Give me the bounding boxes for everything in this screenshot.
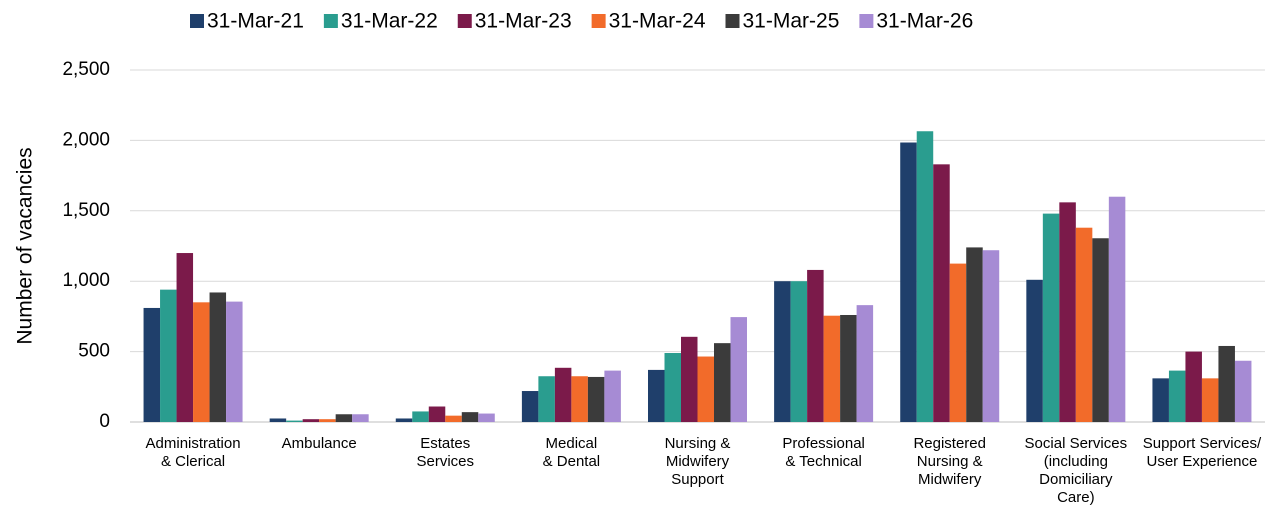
bar [1201, 378, 1219, 422]
bar [445, 415, 462, 422]
y-tick-label: 500 [78, 341, 110, 362]
bar [286, 420, 303, 422]
bar [1234, 360, 1252, 422]
bar [856, 305, 874, 422]
bar [1152, 378, 1169, 422]
bar [807, 269, 824, 422]
x-tick-label: Administration & Clerical [146, 435, 241, 470]
bar [648, 369, 665, 422]
legend-label: 31-Mar-22 [341, 10, 438, 33]
legend-swatch [190, 14, 204, 28]
bar [933, 164, 950, 422]
bar [714, 343, 731, 422]
bar [790, 281, 808, 422]
y-axis-label: Number of vacancies [14, 147, 37, 344]
legend-label: 31-Mar-26 [876, 10, 973, 33]
bar [302, 419, 320, 422]
x-tick-label: Professional & Technical [782, 435, 865, 470]
bar [1092, 238, 1109, 422]
bar [949, 263, 967, 422]
bar [335, 414, 353, 422]
bar [352, 414, 369, 422]
bar [1059, 202, 1076, 422]
bar [478, 413, 495, 422]
x-tick-label: Medical & Dental [543, 435, 601, 470]
bar [461, 412, 479, 422]
bar [1185, 351, 1202, 422]
bar [966, 247, 983, 422]
y-tick-label: 0 [99, 411, 110, 432]
bar [664, 353, 681, 422]
bar [697, 356, 714, 422]
bar [900, 142, 917, 422]
bar [269, 418, 287, 422]
bar [587, 376, 605, 422]
legend-label: 31-Mar-25 [743, 10, 840, 33]
bar [538, 376, 555, 422]
x-tick-label: Support Services/User Experience [1143, 435, 1262, 470]
bar [1218, 345, 1235, 422]
x-tick-label: Estates Services [417, 435, 475, 470]
x-tick-label: Registered Nursing & Midwifery [913, 435, 986, 488]
bar [604, 370, 621, 422]
bar [1042, 213, 1060, 422]
legend-label: 31-Mar-21 [207, 10, 304, 33]
bar [176, 253, 194, 422]
legend-swatch [859, 14, 874, 28]
bar [160, 289, 177, 422]
y-tick-label: 1,000 [62, 270, 110, 291]
bar [226, 301, 243, 422]
bar [521, 391, 539, 422]
bar [554, 367, 572, 422]
x-tick-label: Ambulance [282, 435, 357, 452]
legend-swatch [457, 14, 472, 28]
bar [143, 307, 161, 422]
legend-label: 31-Mar-24 [609, 10, 706, 33]
legend-swatch [591, 14, 606, 28]
bar [1026, 279, 1043, 422]
bar [209, 292, 227, 422]
bar [774, 281, 791, 422]
bar [823, 315, 841, 422]
legend-swatch [323, 14, 338, 28]
bar [319, 419, 336, 422]
legend-swatch [725, 14, 740, 28]
bar [1108, 196, 1126, 422]
bar [982, 250, 1000, 422]
legend-label: 31-Mar-23 [475, 10, 572, 33]
y-tick-label: 2,000 [62, 129, 110, 150]
y-tick-label: 1,500 [62, 200, 110, 221]
bar [571, 376, 588, 422]
bar [916, 131, 934, 423]
bar [428, 406, 446, 422]
bar [193, 302, 210, 422]
x-tick-label: Nursing & Midwifery Support [665, 435, 731, 488]
bar [730, 317, 747, 422]
bar [395, 418, 413, 422]
bar [1168, 370, 1186, 422]
x-tick-label: Social Services (including Domiciliary Care… [1025, 435, 1128, 506]
bar [1075, 227, 1093, 422]
bar [681, 336, 698, 422]
y-tick-label: 2,500 [62, 59, 110, 80]
bar [412, 411, 429, 422]
bar [840, 314, 857, 422]
